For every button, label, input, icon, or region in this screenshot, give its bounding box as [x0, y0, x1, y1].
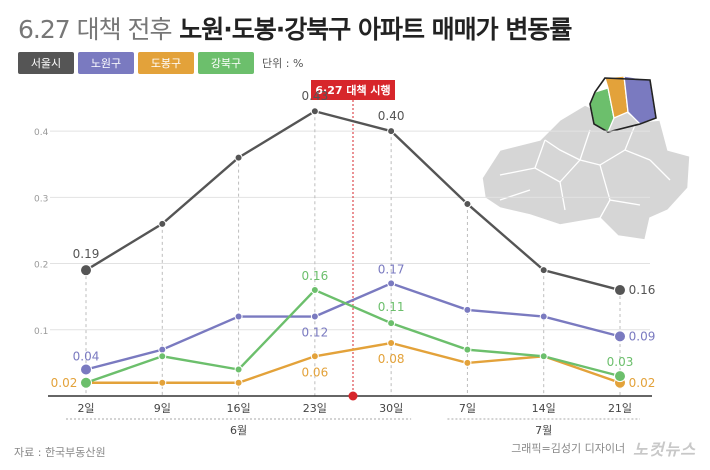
data-label: 0.09 — [629, 329, 656, 343]
data-point — [234, 153, 243, 162]
data-label: 0.11 — [378, 300, 405, 314]
data-point — [310, 107, 319, 116]
data-point — [614, 370, 626, 383]
data-label: 0.06 — [301, 365, 328, 379]
data-point — [387, 127, 396, 136]
data-label: 0.04 — [73, 350, 100, 364]
data-point — [234, 312, 243, 321]
data-label: 0.02 — [51, 376, 78, 390]
legend-nowon: 노원구 — [78, 52, 134, 74]
data-point — [158, 378, 167, 387]
data-point — [463, 358, 472, 367]
highlight-outline — [589, 77, 657, 133]
series-line — [85, 282, 621, 371]
x-tick-label: 9일 — [154, 401, 171, 415]
legend-gangbuk: 강북구 — [198, 52, 254, 74]
y-tick-label: 0.2 — [34, 261, 48, 271]
data-label: 0.02 — [629, 376, 656, 390]
data-point — [387, 319, 396, 328]
data-label: 0.43 — [301, 89, 328, 103]
district-border — [559, 181, 566, 211]
district-border — [599, 199, 611, 219]
data-point — [463, 345, 472, 354]
data-point — [539, 352, 548, 361]
data-label: 0.03 — [607, 355, 634, 369]
legend-seoul: 서울시 — [18, 52, 74, 74]
data-point — [614, 330, 626, 343]
data-label: 0.19 — [73, 247, 100, 261]
unit-label: 단위 : % — [262, 57, 304, 70]
x-tick-label: 30일 — [379, 401, 403, 415]
data-point — [158, 352, 167, 361]
data-point — [463, 199, 472, 208]
series-line — [86, 341, 621, 384]
data-point — [158, 219, 167, 228]
data-point — [310, 312, 319, 321]
data-label: 0.12 — [301, 326, 328, 340]
credit-area: 그래픽=김성기 디자이너 노컷뉴스 — [511, 436, 696, 460]
x-tick-label: 21일 — [608, 401, 632, 415]
legend-dobong: 도봉구 — [138, 52, 194, 74]
policy-badge — [311, 80, 395, 100]
data-point — [80, 376, 92, 389]
district-border — [499, 189, 531, 201]
data-label: 0.16 — [301, 269, 328, 283]
data-point — [310, 286, 319, 295]
district-border — [624, 124, 636, 151]
data-label: 0.16 — [629, 283, 656, 297]
title-main: 노원·도봉·강북구 아파트 매매가 변동률 — [179, 15, 572, 44]
data-label: 0.17 — [378, 262, 405, 276]
y-tick-label: 0.1 — [34, 327, 48, 337]
data-point — [463, 305, 472, 314]
series-line — [85, 288, 621, 384]
data-point — [234, 378, 243, 387]
seoul-map-outline — [481, 104, 691, 241]
month-label: 6월 — [230, 424, 247, 437]
district-dobong — [604, 75, 629, 119]
x-tick-label: 14일 — [532, 401, 556, 415]
month-label: 7월 — [535, 424, 552, 437]
series-line — [85, 109, 621, 292]
legend: 서울시 노원구 도봉구 강북구 단위 : % — [18, 52, 303, 74]
policy-dot — [348, 391, 358, 401]
policy-label: 6·27 대책 시행 — [315, 83, 390, 97]
x-tick-label: 23일 — [303, 401, 327, 415]
title-prefix: 6.27 대책 전후 — [18, 15, 173, 44]
data-point — [80, 264, 92, 277]
data-point — [539, 312, 548, 321]
x-tick-label: 7일 — [459, 401, 476, 415]
seoul-map — [481, 75, 691, 241]
district-border — [534, 139, 546, 169]
credit-text: 그래픽=김성기 디자이너 — [511, 442, 626, 455]
data-point — [614, 284, 626, 297]
district-border — [544, 139, 581, 161]
data-label: 0.08 — [378, 352, 405, 366]
data-point — [387, 339, 396, 348]
district-border — [649, 159, 671, 181]
source-note: 자료 : 한국부동산원 — [14, 446, 106, 459]
publisher-logo: 노컷뉴스 — [633, 440, 696, 459]
district-border — [579, 129, 591, 161]
data-point — [387, 279, 396, 288]
chart-title: 6.27 대책 전후 노원·도봉·강북구 아파트 매매가 변동률 — [18, 10, 572, 46]
data-point — [158, 345, 167, 354]
data-point — [310, 352, 319, 361]
data-point — [539, 266, 548, 275]
x-tick-label: 16일 — [227, 401, 251, 415]
data-point — [80, 363, 92, 376]
data-label: 0.40 — [378, 109, 405, 123]
y-tick-label: 0.3 — [34, 194, 48, 204]
data-point — [234, 365, 243, 374]
y-tick-label: 0.4 — [34, 128, 49, 138]
x-tick-label: 2일 — [77, 401, 94, 415]
